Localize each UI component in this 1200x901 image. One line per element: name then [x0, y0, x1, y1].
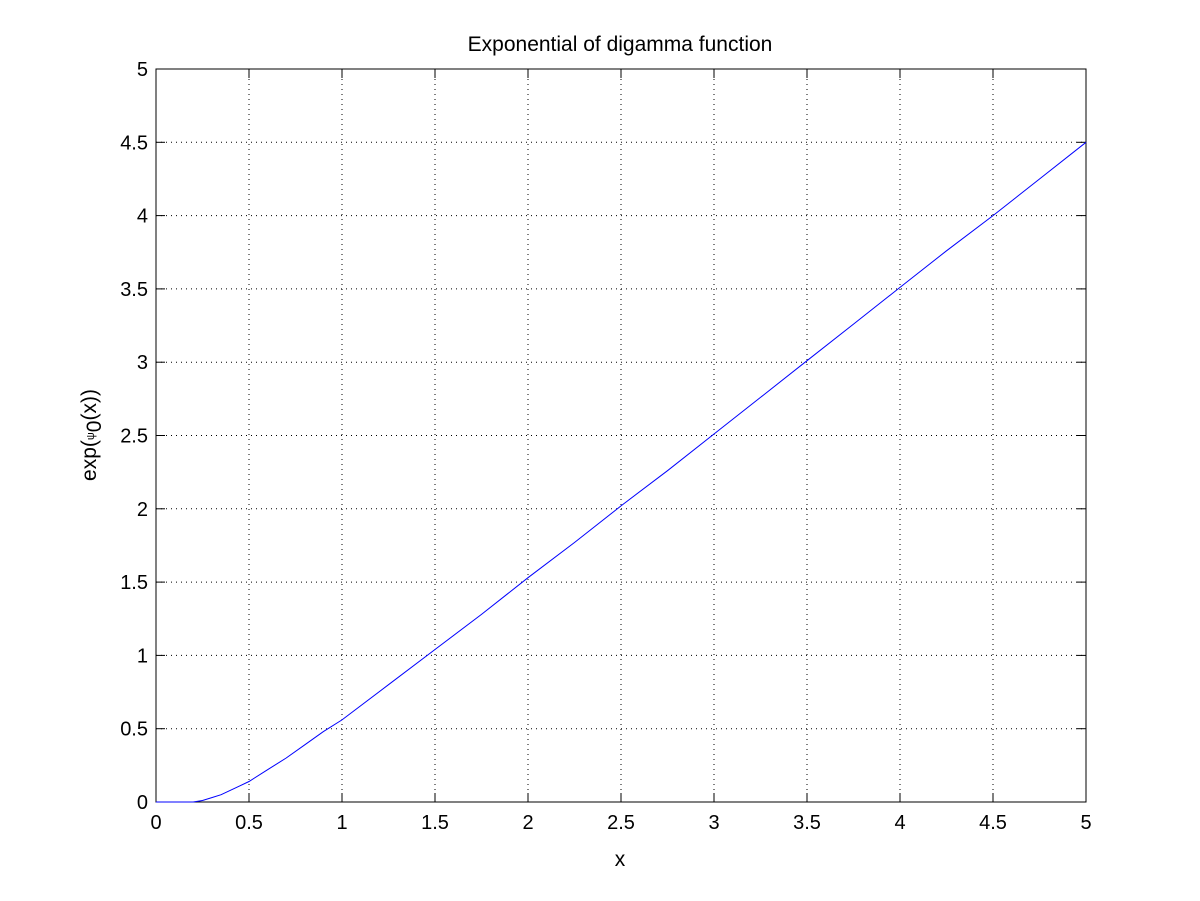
x-tick-label: 1.5	[421, 812, 449, 834]
x-tick-label: 2	[522, 812, 533, 834]
y-axis-label-prefix: exp(	[78, 440, 101, 481]
y-tick-label: 3.5	[120, 279, 148, 301]
x-tick-label: 1	[336, 812, 347, 834]
x-tick-label: 3.5	[793, 812, 821, 834]
grid-lines	[156, 69, 1086, 802]
y-tick-label: 1.5	[120, 572, 148, 594]
y-tick-label: 0.5	[120, 719, 148, 741]
x-axis-label: x	[615, 848, 626, 871]
series-layer	[156, 141, 1087, 803]
y-axis-label: exp(ψ0(x))	[78, 389, 106, 481]
chart-title: Exponential of digamma function	[468, 33, 773, 56]
x-tick-label: 3	[708, 812, 719, 834]
x-tick-label: 5	[1080, 812, 1091, 834]
x-tick-label: 2.5	[607, 812, 635, 834]
y-tick-label: 2.5	[120, 426, 148, 448]
series-line	[156, 141, 1087, 803]
y-tick-label: 2	[137, 499, 148, 521]
axis-ticks: 0 0.5 1 1.5 2 2.5 3 3.5 4 4.5 5 0 0.5 1 1.5 2 2.5 3 3.5 4 4.…	[120, 59, 1091, 834]
y-tick-label: 4.5	[120, 132, 148, 154]
y-tick-label: 0	[137, 792, 148, 814]
y-tick-label: 4	[137, 206, 148, 228]
x-tick-label: 4.5	[979, 812, 1007, 834]
x-tick-label: 0.5	[235, 812, 263, 834]
y-axis-label-suffix: (x))	[78, 389, 101, 420]
y-tick-label: 5	[137, 59, 148, 81]
y-tick-label: 3	[137, 352, 148, 374]
y-tick-label: 1	[137, 645, 148, 667]
x-tick-label: 4	[894, 812, 905, 834]
y-axis-label-symbol: ψ	[85, 432, 97, 440]
x-tick-label: 0	[150, 812, 161, 834]
y-axis-label-subscript: 0	[83, 421, 106, 433]
